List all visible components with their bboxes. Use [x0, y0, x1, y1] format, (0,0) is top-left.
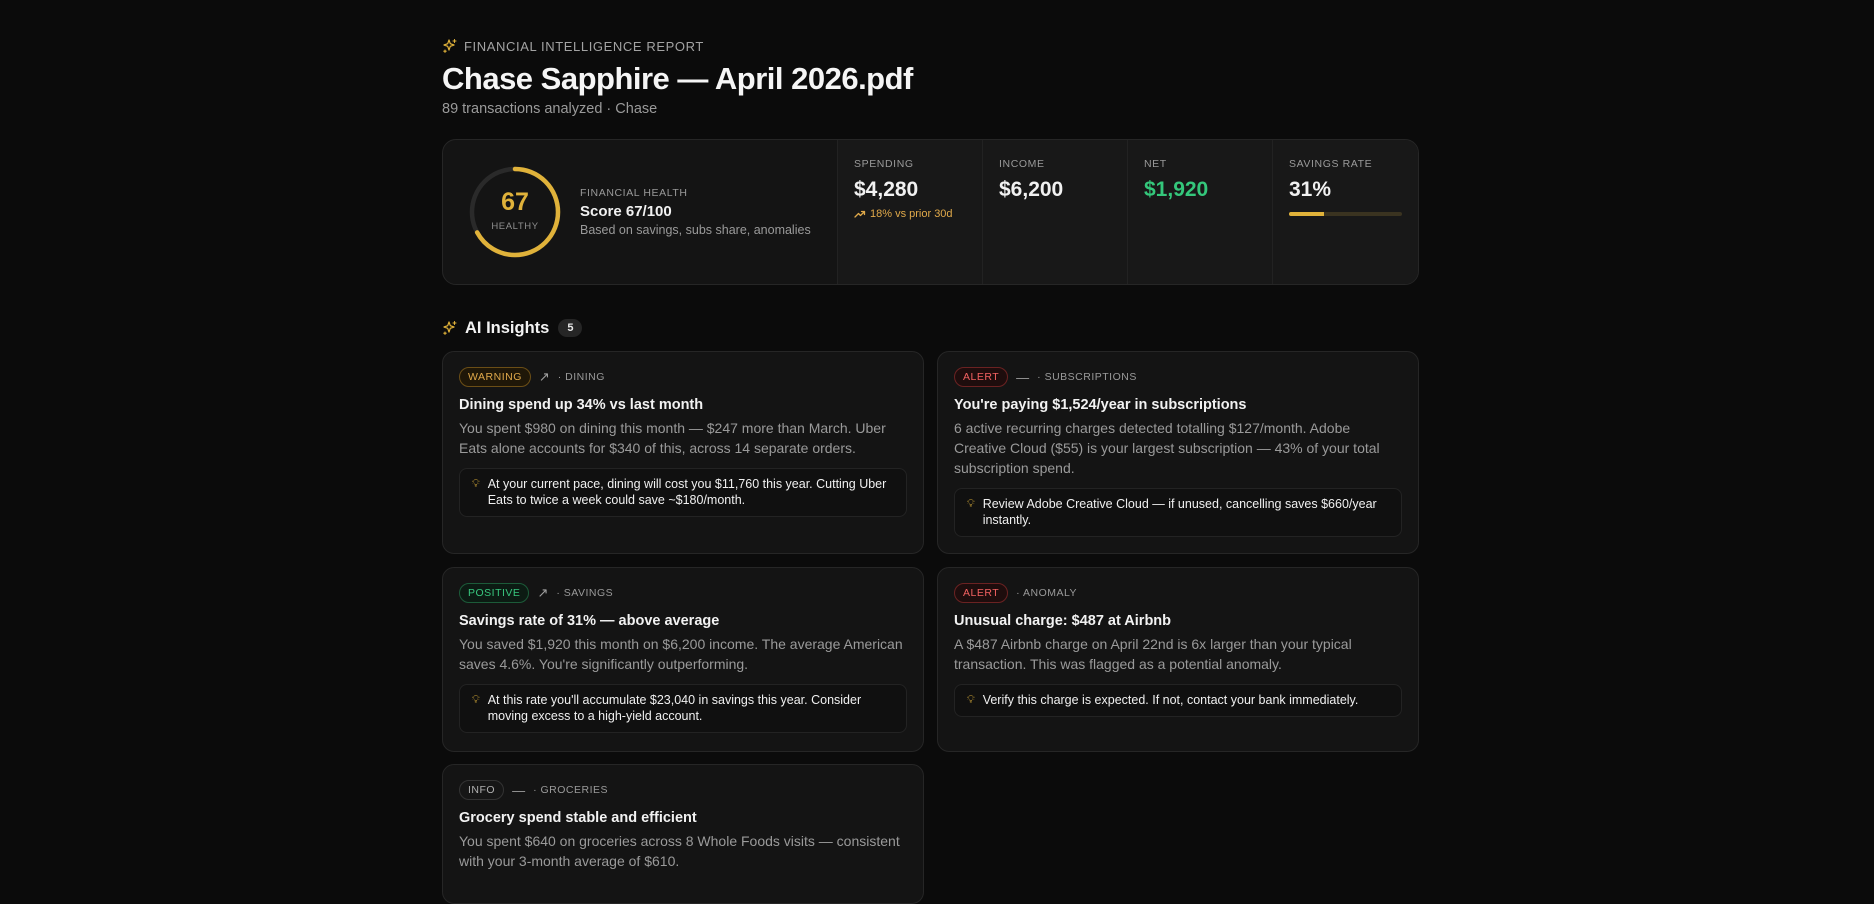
metric-income: INCOME $6,200 — [982, 140, 1127, 284]
metric-net: NET $1,920 — [1127, 140, 1272, 284]
insight-body: You spent $980 on dining this month — $2… — [459, 420, 886, 456]
insight-category: · ANOMALY — [1016, 587, 1078, 599]
severity-badge: POSITIVE — [459, 583, 530, 603]
insight-tip: 💡︎ At this rate you'll accumulate $23,04… — [459, 684, 907, 733]
insights-title: AI Insights — [465, 318, 550, 337]
page-title: Chase Sapphire — April 2026.pdf — [442, 61, 913, 96]
insight-tip-text: Review Adobe Creative Cloud — if unused,… — [982, 497, 1377, 527]
page-subtitle: 89 transactions analyzed · Chase — [442, 101, 658, 117]
insight-body: 6 active recurring charges detected tota… — [954, 420, 1380, 476]
insight-body: A $487 Airbnb charge on April 22nd is 6x… — [954, 636, 1352, 672]
metric-value: 31% — [1289, 178, 1332, 201]
metric-value: $4,280 — [854, 178, 919, 201]
insights-header: AI Insights 5 — [442, 317, 1419, 339]
insight-card-anomaly[interactable]: ALERT · ANOMALY Unusual charge: $487 at … — [937, 567, 1419, 752]
spending-delta-text: 18% vs prior 30d — [870, 208, 953, 220]
health-score-gauge — [469, 166, 561, 258]
metric-label: SAVINGS RATE — [1289, 158, 1373, 170]
insight-category: · SUBSCRIPTIONS — [1037, 371, 1137, 383]
savings-rate-progress-fill — [1289, 212, 1325, 216]
severity-badge: WARNING — [459, 367, 531, 387]
trend-flat-icon: — — [1016, 369, 1030, 385]
insight-tip-text: At your current pace, dining will cost y… — [487, 477, 887, 507]
insight-card-subscriptions[interactable]: ALERT — · SUBSCRIPTIONS You're paying $1… — [937, 351, 1419, 554]
health-status: HEALTHY — [491, 221, 539, 232]
insight-card-savings[interactable]: POSITIVE ↗ · SAVINGS Savings rate of 31%… — [442, 567, 924, 752]
severity-badge: INFO — [459, 780, 505, 800]
health-score-text: Score 67/100 — [580, 203, 672, 220]
insight-card-dining[interactable]: WARNING ↗ · DINING Dining spend up 34% v… — [442, 351, 924, 554]
spending-delta: 18% vs prior 30d — [854, 208, 966, 220]
lightbulb-icon: 💡︎ — [967, 694, 975, 706]
summary-panel: 67 HEALTHY FINANCIAL HEALTH Score 67/100… — [442, 139, 1419, 285]
health-label: FINANCIAL HEALTH — [580, 187, 688, 199]
report-eyebrow: FINANCIAL INTELLIGENCE REPORT — [442, 36, 1419, 56]
severity-badge: ALERT — [954, 583, 1009, 603]
insights-count-badge: 5 — [558, 319, 583, 337]
insight-category: · DINING — [557, 371, 605, 383]
metric-label: NET — [1144, 158, 1167, 170]
insight-tip: 💡︎ Review Adobe Creative Cloud — if unus… — [954, 488, 1402, 537]
lightbulb-icon: 💡︎ — [967, 498, 975, 510]
insight-body: You saved $1,920 this month on $6,200 in… — [459, 636, 903, 672]
insight-tip-text: At this rate you'll accumulate $23,040 i… — [487, 693, 862, 723]
report: FINANCIAL INTELLIGENCE REPORT Chase Sapp… — [442, 36, 1419, 904]
metric-value: $6,200 — [999, 178, 1064, 201]
health-score-arc — [469, 166, 561, 258]
insight-title: Savings rate of 31% — above average — [459, 613, 720, 629]
report-eyebrow-label: FINANCIAL INTELLIGENCE REPORT — [464, 38, 704, 54]
metric-savings-rate: SAVINGS RATE 31% — [1272, 140, 1418, 284]
trend-flat-icon: — — [512, 782, 526, 798]
metric-label: SPENDING — [854, 158, 914, 170]
health-score-ring: 67 HEALTHY — [467, 164, 563, 260]
trending-up-icon: ↗ — [538, 369, 550, 384]
insight-category: · SAVINGS — [556, 587, 614, 599]
sparkle-icon — [443, 320, 457, 335]
insight-title: Dining spend up 34% vs last month — [459, 397, 704, 413]
insight-title: You're paying $1,524/year in subscriptio… — [954, 397, 1247, 413]
health-score-number: 67 — [501, 188, 529, 216]
sparkle-icon — [443, 38, 457, 53]
trending-up-icon: ↗ — [537, 585, 549, 600]
metric-value: $1,920 — [1144, 178, 1209, 201]
insight-tip: 💡︎ At your current pace, dining will cos… — [459, 468, 907, 517]
insight-tip-text: Verify this charge is expected. If not, … — [982, 693, 1359, 707]
lightbulb-icon: 💡︎ — [472, 694, 480, 706]
insight-title: Grocery spend stable and efficient — [459, 810, 697, 826]
insight-body: You spent $640 on groceries across 8 Who… — [459, 833, 900, 869]
insight-card-groceries[interactable]: INFO — · GROCERIES Grocery spend stable … — [442, 764, 924, 904]
financial-health-section: 67 HEALTHY FINANCIAL HEALTH Score 67/100… — [443, 140, 837, 284]
insight-tip: 💡︎ Verify this charge is expected. If no… — [954, 684, 1402, 717]
metric-label: INCOME — [999, 158, 1045, 170]
insight-category: · GROCERIES — [533, 784, 609, 796]
insight-title: Unusual charge: $487 at Airbnb — [954, 613, 1172, 629]
health-description: Based on savings, subs share, anomalies — [580, 223, 811, 237]
lightbulb-icon: 💡︎ — [472, 478, 480, 490]
trending-up-icon — [854, 210, 866, 218]
savings-rate-progress-bar — [1289, 212, 1402, 216]
severity-badge: ALERT — [954, 367, 1009, 387]
metric-spending: SPENDING $4,280 18% vs prior 30d — [837, 140, 982, 284]
